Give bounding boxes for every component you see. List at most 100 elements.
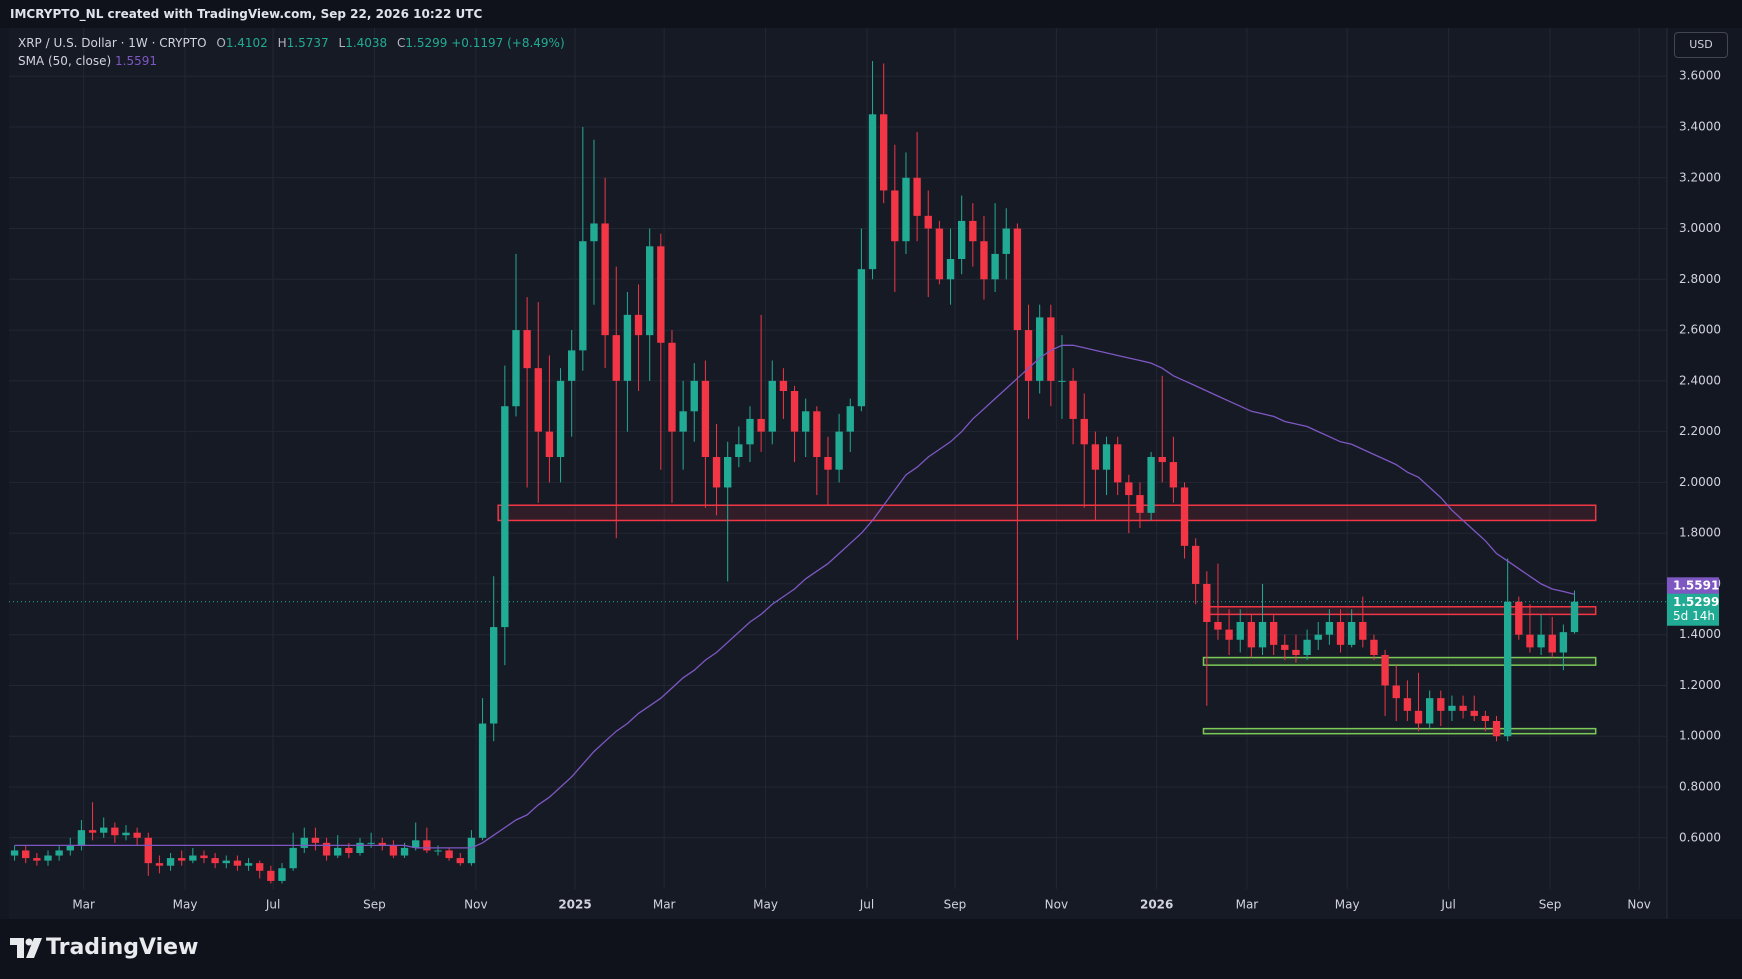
candle-body bbox=[88, 830, 97, 833]
candle-body bbox=[300, 837, 308, 848]
candle-body bbox=[1147, 457, 1155, 513]
candle-body bbox=[768, 380, 776, 432]
candle-body bbox=[1069, 380, 1077, 419]
candle-body bbox=[412, 840, 420, 848]
candle-body bbox=[958, 220, 966, 259]
candle-body bbox=[1002, 228, 1010, 254]
candle-body bbox=[623, 314, 632, 381]
x-tick-label: Jul bbox=[859, 898, 874, 912]
sma-price-tag bbox=[1667, 577, 1719, 595]
candle-body bbox=[501, 406, 509, 628]
candle-body bbox=[77, 830, 86, 846]
candle-body bbox=[367, 842, 375, 844]
header: IMCRYPTO_NL created with TradingView.com… bbox=[0, 0, 1742, 28]
candle-body bbox=[478, 723, 487, 838]
candle-body bbox=[1058, 380, 1066, 382]
candle-body bbox=[935, 228, 944, 280]
candle-body bbox=[824, 457, 832, 470]
candle-body bbox=[1470, 710, 1478, 716]
candle-body bbox=[33, 858, 41, 861]
ohlc-key: H bbox=[277, 36, 287, 50]
x-tick-label: Jul bbox=[1440, 898, 1455, 912]
y-tick-label: 2.2000 bbox=[1679, 424, 1721, 438]
candle-body bbox=[1292, 649, 1300, 655]
candle-body bbox=[345, 847, 353, 853]
candle-body bbox=[880, 114, 888, 191]
logo-icon bbox=[10, 938, 42, 958]
x-tick-label: Mar bbox=[72, 898, 95, 912]
chart: 0.60000.80001.00001.20001.40001.60001.80… bbox=[9, 28, 1721, 919]
candle-body bbox=[512, 330, 520, 407]
candle-body bbox=[1347, 622, 1356, 645]
candle-body bbox=[969, 220, 977, 242]
candle-body bbox=[846, 406, 854, 432]
candle-body bbox=[1537, 634, 1545, 648]
candle-body bbox=[1080, 418, 1088, 445]
candle-body bbox=[155, 863, 164, 866]
candle-body bbox=[813, 411, 821, 457]
y-tick-label: 1.4000 bbox=[1679, 627, 1721, 641]
sma-price-label: 1.5591 bbox=[1673, 578, 1719, 592]
candle-body bbox=[1036, 317, 1044, 381]
y-tick-label: 3.0000 bbox=[1679, 221, 1721, 235]
currency-button[interactable]: USD bbox=[1674, 32, 1728, 58]
candle-body bbox=[1203, 583, 1211, 622]
x-tick-label: Sep bbox=[363, 898, 386, 912]
x-tick-label: Mar bbox=[1236, 898, 1259, 912]
ohlc-value: 1.5737 bbox=[286, 36, 329, 50]
candle-body bbox=[679, 411, 687, 432]
candle-body bbox=[178, 858, 186, 861]
candle-body bbox=[434, 850, 442, 852]
candle-body bbox=[857, 269, 866, 407]
x-tick-label: Jul bbox=[265, 898, 280, 912]
y-tick-label: 2.6000 bbox=[1679, 323, 1721, 337]
candle-body bbox=[590, 223, 598, 242]
y-tick-label: 1.2000 bbox=[1679, 678, 1721, 692]
candle-body bbox=[1225, 629, 1233, 640]
candle-body bbox=[22, 850, 30, 859]
candle-body bbox=[1459, 705, 1467, 711]
candle-body bbox=[568, 350, 576, 381]
ohlc-key: C bbox=[397, 36, 406, 50]
ohlc-value: 1.4038 bbox=[345, 36, 388, 50]
y-tick-label: 3.6000 bbox=[1679, 69, 1721, 83]
candle-body bbox=[1481, 715, 1490, 721]
y-tick-label: 2.0000 bbox=[1679, 475, 1721, 489]
candle-body bbox=[545, 431, 554, 457]
change: +0.1197 (+8.49%) bbox=[451, 36, 565, 50]
candle-body bbox=[579, 241, 587, 351]
candle-body bbox=[1281, 644, 1289, 650]
x-tick-label: May bbox=[753, 898, 778, 912]
candle-body bbox=[1258, 622, 1267, 648]
candle-body bbox=[1381, 655, 1389, 686]
candle-body bbox=[1503, 601, 1512, 737]
x-tick-label: Sep bbox=[1539, 898, 1562, 912]
candle-body bbox=[757, 418, 765, 432]
candle-body bbox=[1125, 482, 1133, 496]
candle-body bbox=[601, 223, 609, 336]
candle-body bbox=[66, 845, 74, 851]
candle-body bbox=[334, 847, 342, 856]
candle-body bbox=[701, 380, 710, 457]
candle-body bbox=[946, 259, 955, 280]
candle-body bbox=[690, 380, 698, 412]
candle-body bbox=[1236, 622, 1244, 640]
y-tick-label: 3.4000 bbox=[1679, 120, 1721, 134]
candle-body bbox=[802, 411, 810, 432]
zone bbox=[1202, 727, 1597, 735]
candle-body bbox=[423, 840, 431, 851]
candle-body bbox=[724, 457, 732, 488]
candle-body bbox=[1113, 444, 1122, 483]
candle-body bbox=[322, 842, 331, 856]
candle-body bbox=[657, 246, 665, 343]
x-tick-label: May bbox=[173, 898, 198, 912]
zone bbox=[497, 504, 1597, 522]
candle-body bbox=[1269, 622, 1278, 645]
candle-body bbox=[924, 215, 932, 229]
candle-body bbox=[1559, 632, 1568, 653]
candle-body bbox=[233, 860, 242, 866]
candle-body bbox=[1303, 639, 1311, 655]
candle-body bbox=[746, 418, 754, 445]
x-tick-label: Nov bbox=[464, 898, 487, 912]
candle-body bbox=[556, 380, 565, 457]
